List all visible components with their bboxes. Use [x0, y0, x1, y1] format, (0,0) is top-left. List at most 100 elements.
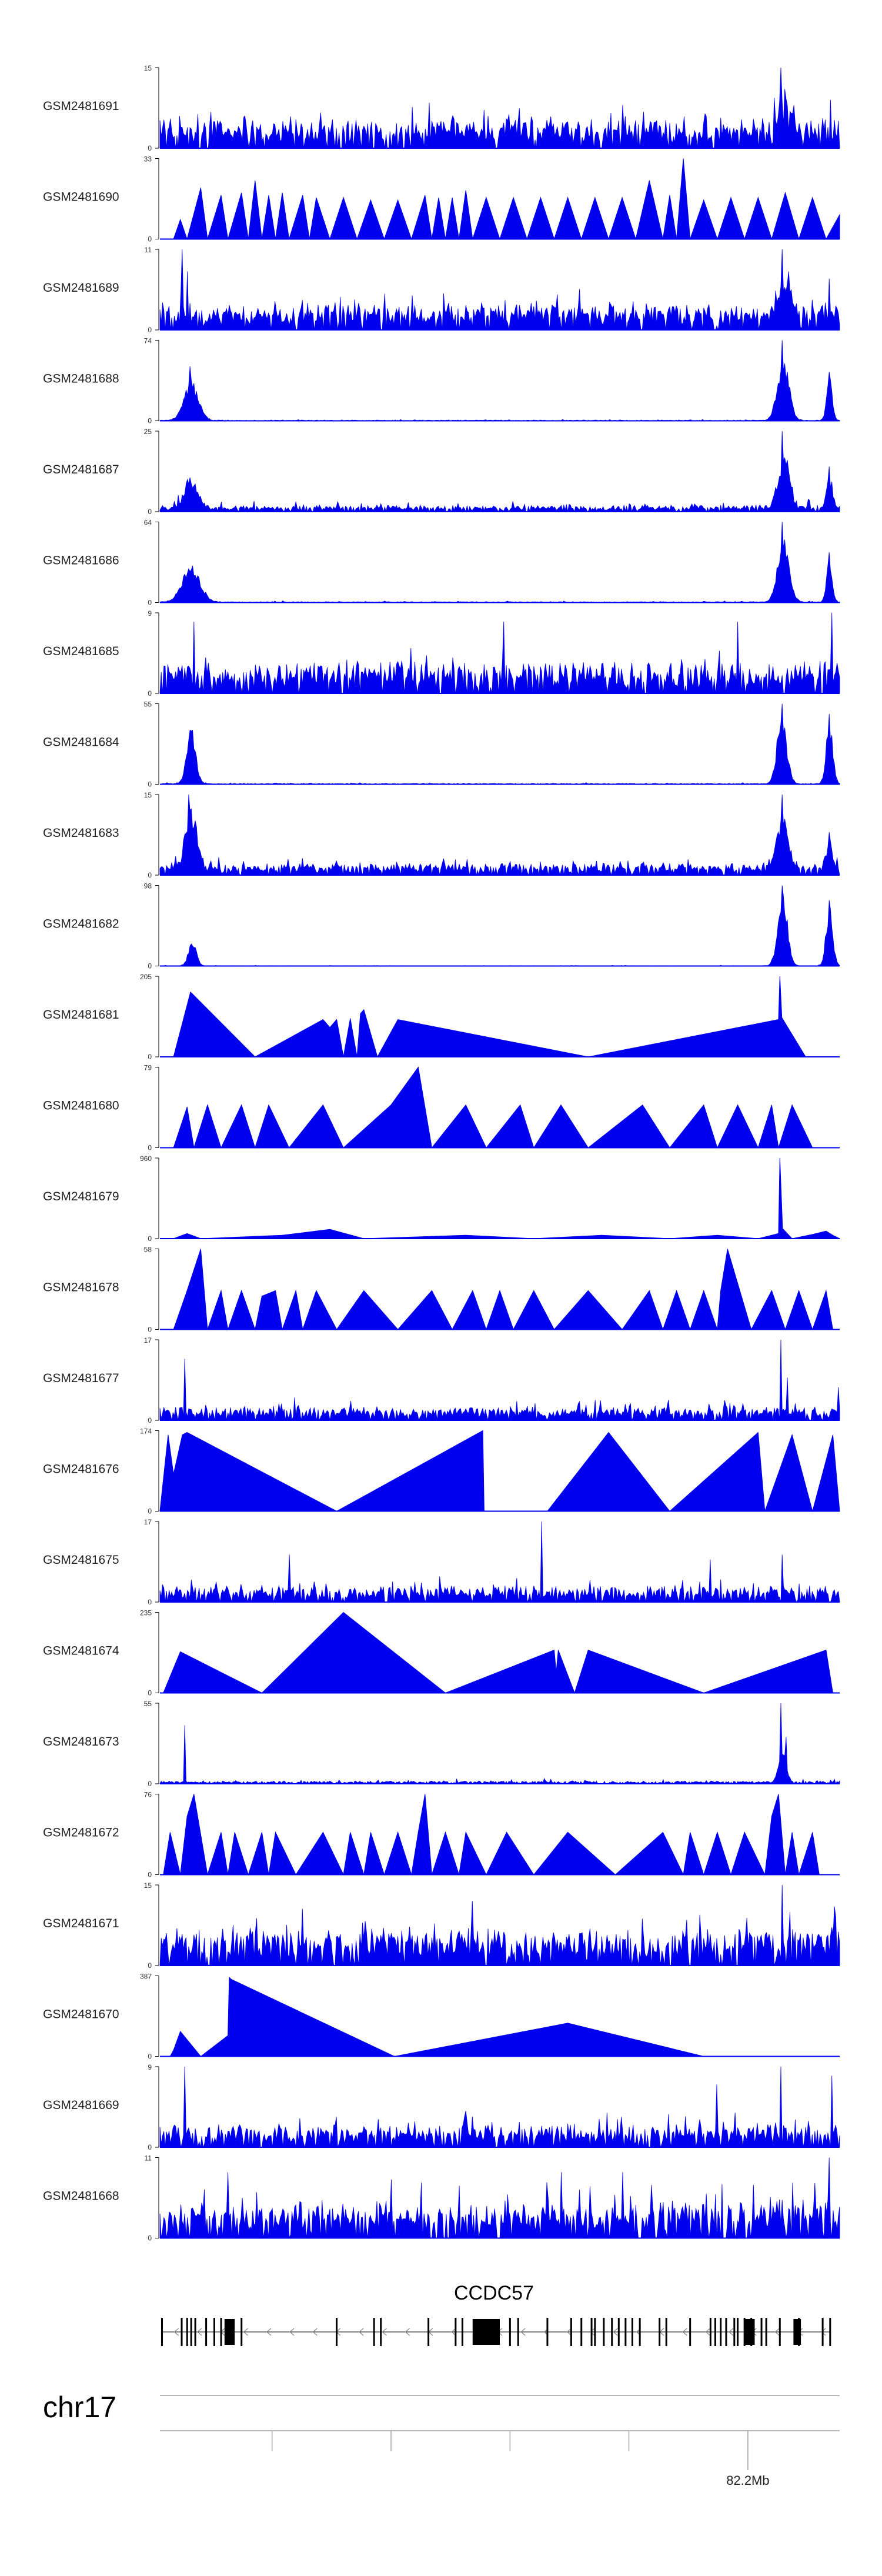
chromosome-scale: chr17 82.2Mb — [43, 2391, 840, 2488]
signal-area — [159, 431, 840, 513]
gene-exon — [220, 2318, 222, 2346]
track-label: GSM2481670 — [43, 2008, 119, 2021]
signal-area — [173, 1157, 840, 1239]
track-label: GSM2481681 — [43, 1008, 119, 1022]
gene-exon — [689, 2318, 691, 2346]
strand-arrow — [243, 2328, 248, 2336]
track-GSM2481675: GSM2481675 17 0 — [43, 1518, 840, 1606]
y-max-label: 79 — [144, 1064, 152, 1072]
track-GSM2481685: GSM2481685 9 0 — [43, 609, 840, 698]
strand-arrow — [682, 2328, 687, 2336]
y-max-label: 174 — [140, 1427, 152, 1436]
chromosome-label: chr17 — [43, 2391, 116, 2424]
track-GSM2481684: GSM2481684 55 0 — [43, 700, 840, 789]
track-label: GSM2481678 — [43, 1281, 119, 1294]
gene-exon — [659, 2318, 661, 2346]
y-min-label: 0 — [148, 1961, 152, 1970]
track-label: GSM2481689 — [43, 281, 119, 295]
gene-exon — [181, 2318, 183, 2346]
strand-arrow — [451, 2328, 456, 2336]
track-GSM2481683: GSM2481683 15 0 — [43, 791, 840, 879]
gene-exon — [380, 2318, 382, 2346]
gene-exon — [194, 2318, 196, 2346]
track-label: GSM2481672 — [43, 1826, 119, 1840]
signal-area — [159, 1339, 840, 1422]
y-max-label: 64 — [144, 519, 152, 527]
gene-exon-coding — [472, 2319, 500, 2345]
strand-arrow — [566, 2328, 572, 2336]
track-GSM2481681: GSM2481681 205 0 — [43, 973, 840, 1061]
track-GSM2481691: GSM2481691 15 0 — [43, 64, 840, 152]
gene-exon — [631, 2318, 633, 2346]
y-min-label: 0 — [148, 144, 152, 152]
y-max-label: 55 — [144, 1700, 152, 1708]
signal-area — [173, 1249, 833, 1331]
y-max-label: 9 — [148, 609, 152, 618]
gene-exon — [590, 2318, 593, 2346]
signal-area — [159, 1521, 840, 1603]
strand-arrow — [266, 2328, 272, 2336]
signal-area — [173, 1066, 813, 1149]
track-GSM2481670: GSM2481670 387 0 — [43, 1973, 840, 2061]
gene-exon — [594, 2318, 596, 2346]
gene-exon — [709, 2318, 711, 2346]
strand-arrow — [173, 2328, 179, 2336]
track-label: GSM2481673 — [43, 1735, 119, 1749]
y-max-label: 15 — [144, 64, 152, 72]
gene-exon — [580, 2318, 583, 2346]
y-max-label: 11 — [145, 246, 152, 254]
gene-annotation-track: CCDC57 — [161, 2282, 831, 2346]
gene-exon — [161, 2318, 163, 2346]
track-GSM2481689: GSM2481689 11 0 — [43, 246, 840, 334]
gene-exon — [765, 2318, 767, 2346]
y-max-label: 17 — [144, 1518, 152, 1526]
y-min-label: 0 — [148, 780, 152, 789]
y-max-label: 74 — [144, 337, 152, 345]
signal-area — [159, 2157, 840, 2238]
gene-exon — [186, 2318, 188, 2346]
strand-arrow — [520, 2328, 526, 2336]
strand-arrow — [774, 2328, 780, 2336]
gene-exon — [427, 2318, 430, 2346]
gene-exon — [665, 2318, 667, 2346]
gene-exon — [455, 2318, 457, 2346]
y-min-label: 0 — [148, 1507, 152, 1516]
track-GSM2481686: GSM2481686 64 0 — [43, 519, 840, 607]
y-min-label: 0 — [148, 1871, 152, 1879]
y-max-label: 25 — [144, 428, 152, 436]
gene-exon — [546, 2318, 549, 2346]
y-min-label: 0 — [148, 2143, 152, 2151]
track-GSM2481677: GSM2481677 17 0 — [43, 1336, 840, 1424]
gene-exon — [213, 2318, 215, 2346]
gene-exon-coding — [744, 2319, 755, 2345]
y-max-label: 76 — [144, 1791, 152, 1799]
gene-exon — [509, 2318, 511, 2346]
y-min-label: 0 — [148, 689, 152, 698]
gene-exon — [373, 2318, 375, 2346]
y-min-label: 0 — [148, 326, 152, 334]
gene-exon — [760, 2318, 763, 2346]
gene-exon-coding — [793, 2319, 801, 2345]
track-label: GSM2481688 — [43, 372, 119, 386]
y-max-label: 11 — [145, 2154, 152, 2163]
track-label: GSM2481677 — [43, 1372, 119, 1385]
gene-exon — [603, 2318, 605, 2346]
signal-area — [173, 976, 807, 1058]
strand-arrow — [359, 2328, 364, 2336]
track-GSM2481680: GSM2481680 79 0 — [43, 1064, 840, 1152]
track-GSM2481682: GSM2481682 98 0 — [43, 882, 840, 970]
gene-exon — [624, 2318, 627, 2346]
y-max-label: 9 — [148, 2063, 152, 2071]
y-min-label: 0 — [148, 1689, 152, 1697]
y-min-label: 0 — [148, 1326, 152, 1334]
track-GSM2481690: GSM2481690 33 0 — [43, 155, 840, 243]
track-label: GSM2481687 — [43, 463, 119, 476]
strand-arrow — [405, 2328, 410, 2336]
gene-exon — [737, 2318, 739, 2346]
y-min-label: 0 — [148, 508, 152, 516]
gene-exon — [821, 2318, 824, 2346]
y-max-label: 205 — [140, 973, 152, 981]
y-min-label: 0 — [148, 1598, 152, 1606]
gene-exon — [639, 2318, 641, 2346]
signal-tracks: GSM2481691150GSM2481690330GSM2481689110G… — [43, 64, 840, 2243]
